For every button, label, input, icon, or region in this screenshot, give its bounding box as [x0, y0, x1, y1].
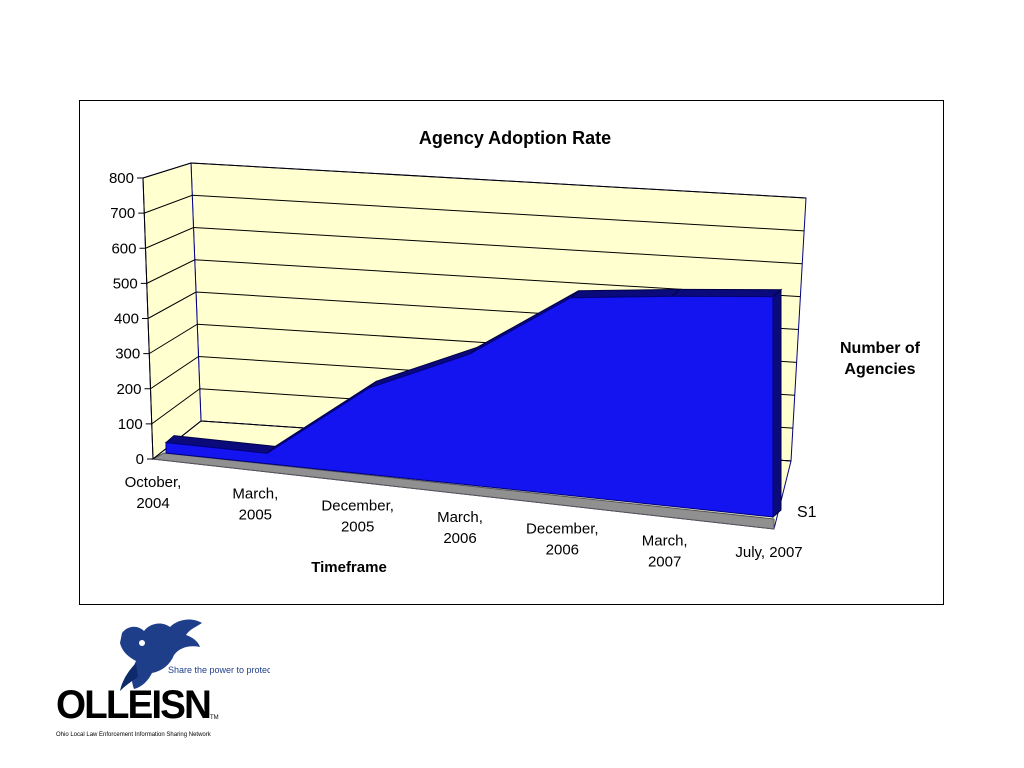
- y-tick-label: 400: [114, 311, 139, 328]
- x-tick-label: March, 2007: [642, 532, 688, 570]
- chart-floor-base: [151, 452, 775, 530]
- z-axis-label: Number of Agencies: [840, 340, 921, 378]
- area-end-face: [772, 288, 782, 519]
- data-point-s1: [569, 296, 572, 299]
- logo-full-name: Ohio Local Law Enforcement Information S…: [56, 732, 212, 738]
- data-point-s1: [266, 452, 268, 455]
- y-tick-label: 700: [110, 205, 135, 222]
- y-tick-label: 800: [109, 170, 134, 187]
- x-tick-label: March, 2006: [437, 509, 483, 547]
- eagle-icon: [120, 619, 202, 691]
- x-tick-label: March, 2005: [232, 486, 278, 524]
- x-tick-label: July, 2007: [735, 544, 802, 561]
- data-point-s1: [367, 387, 370, 390]
- x-tick-label: October, 2004: [125, 474, 182, 512]
- data-point-s1: [165, 441, 167, 444]
- data-point-s1: [468, 353, 471, 355]
- gridline: [144, 194, 805, 232]
- gridline: [146, 259, 801, 298]
- x-axis-label: Timeframe: [311, 559, 387, 576]
- olleisn-logo: Share the power to protect. OLLEISN TM O…: [52, 615, 277, 743]
- logo-trademark: TM: [210, 715, 219, 721]
- area-series-s1: [165, 295, 774, 518]
- logo-tagline: Share the power to protect.: [168, 665, 270, 675]
- y-tick-label: 600: [111, 240, 136, 257]
- y-tick-label: 100: [118, 416, 143, 433]
- y-tick-label: 0: [136, 451, 144, 468]
- y-tick-label: 200: [116, 381, 141, 398]
- data-point-s1: [772, 295, 774, 298]
- chart-area-svg: 0 100 200 300 400 500 600 700 800 October, 2004 Ma…: [109, 128, 921, 576]
- x-tick-label: December, 2006: [526, 521, 599, 559]
- y-tick-label: 500: [113, 275, 138, 292]
- x-tick-label: December, 2005: [321, 497, 394, 535]
- series-label-s1: S1: [797, 504, 817, 521]
- olleisn-logo-graphic: Share the power to protect. OLLEISN TM O…: [56, 619, 277, 738]
- gridline: [142, 162, 807, 199]
- y-tick-label: 300: [115, 346, 140, 363]
- data-point-s1: [671, 295, 673, 298]
- chart-title: Agency Adoption Rate: [419, 128, 611, 148]
- y-axis-line: [142, 177, 154, 460]
- chart-frame: 0 100 200 300 400 500 600 700 800 October, 2004 Ma…: [79, 100, 944, 605]
- area-top-segment: [670, 288, 783, 298]
- gridline: [145, 226, 803, 265]
- logo-brand: OLLEISN: [56, 683, 210, 727]
